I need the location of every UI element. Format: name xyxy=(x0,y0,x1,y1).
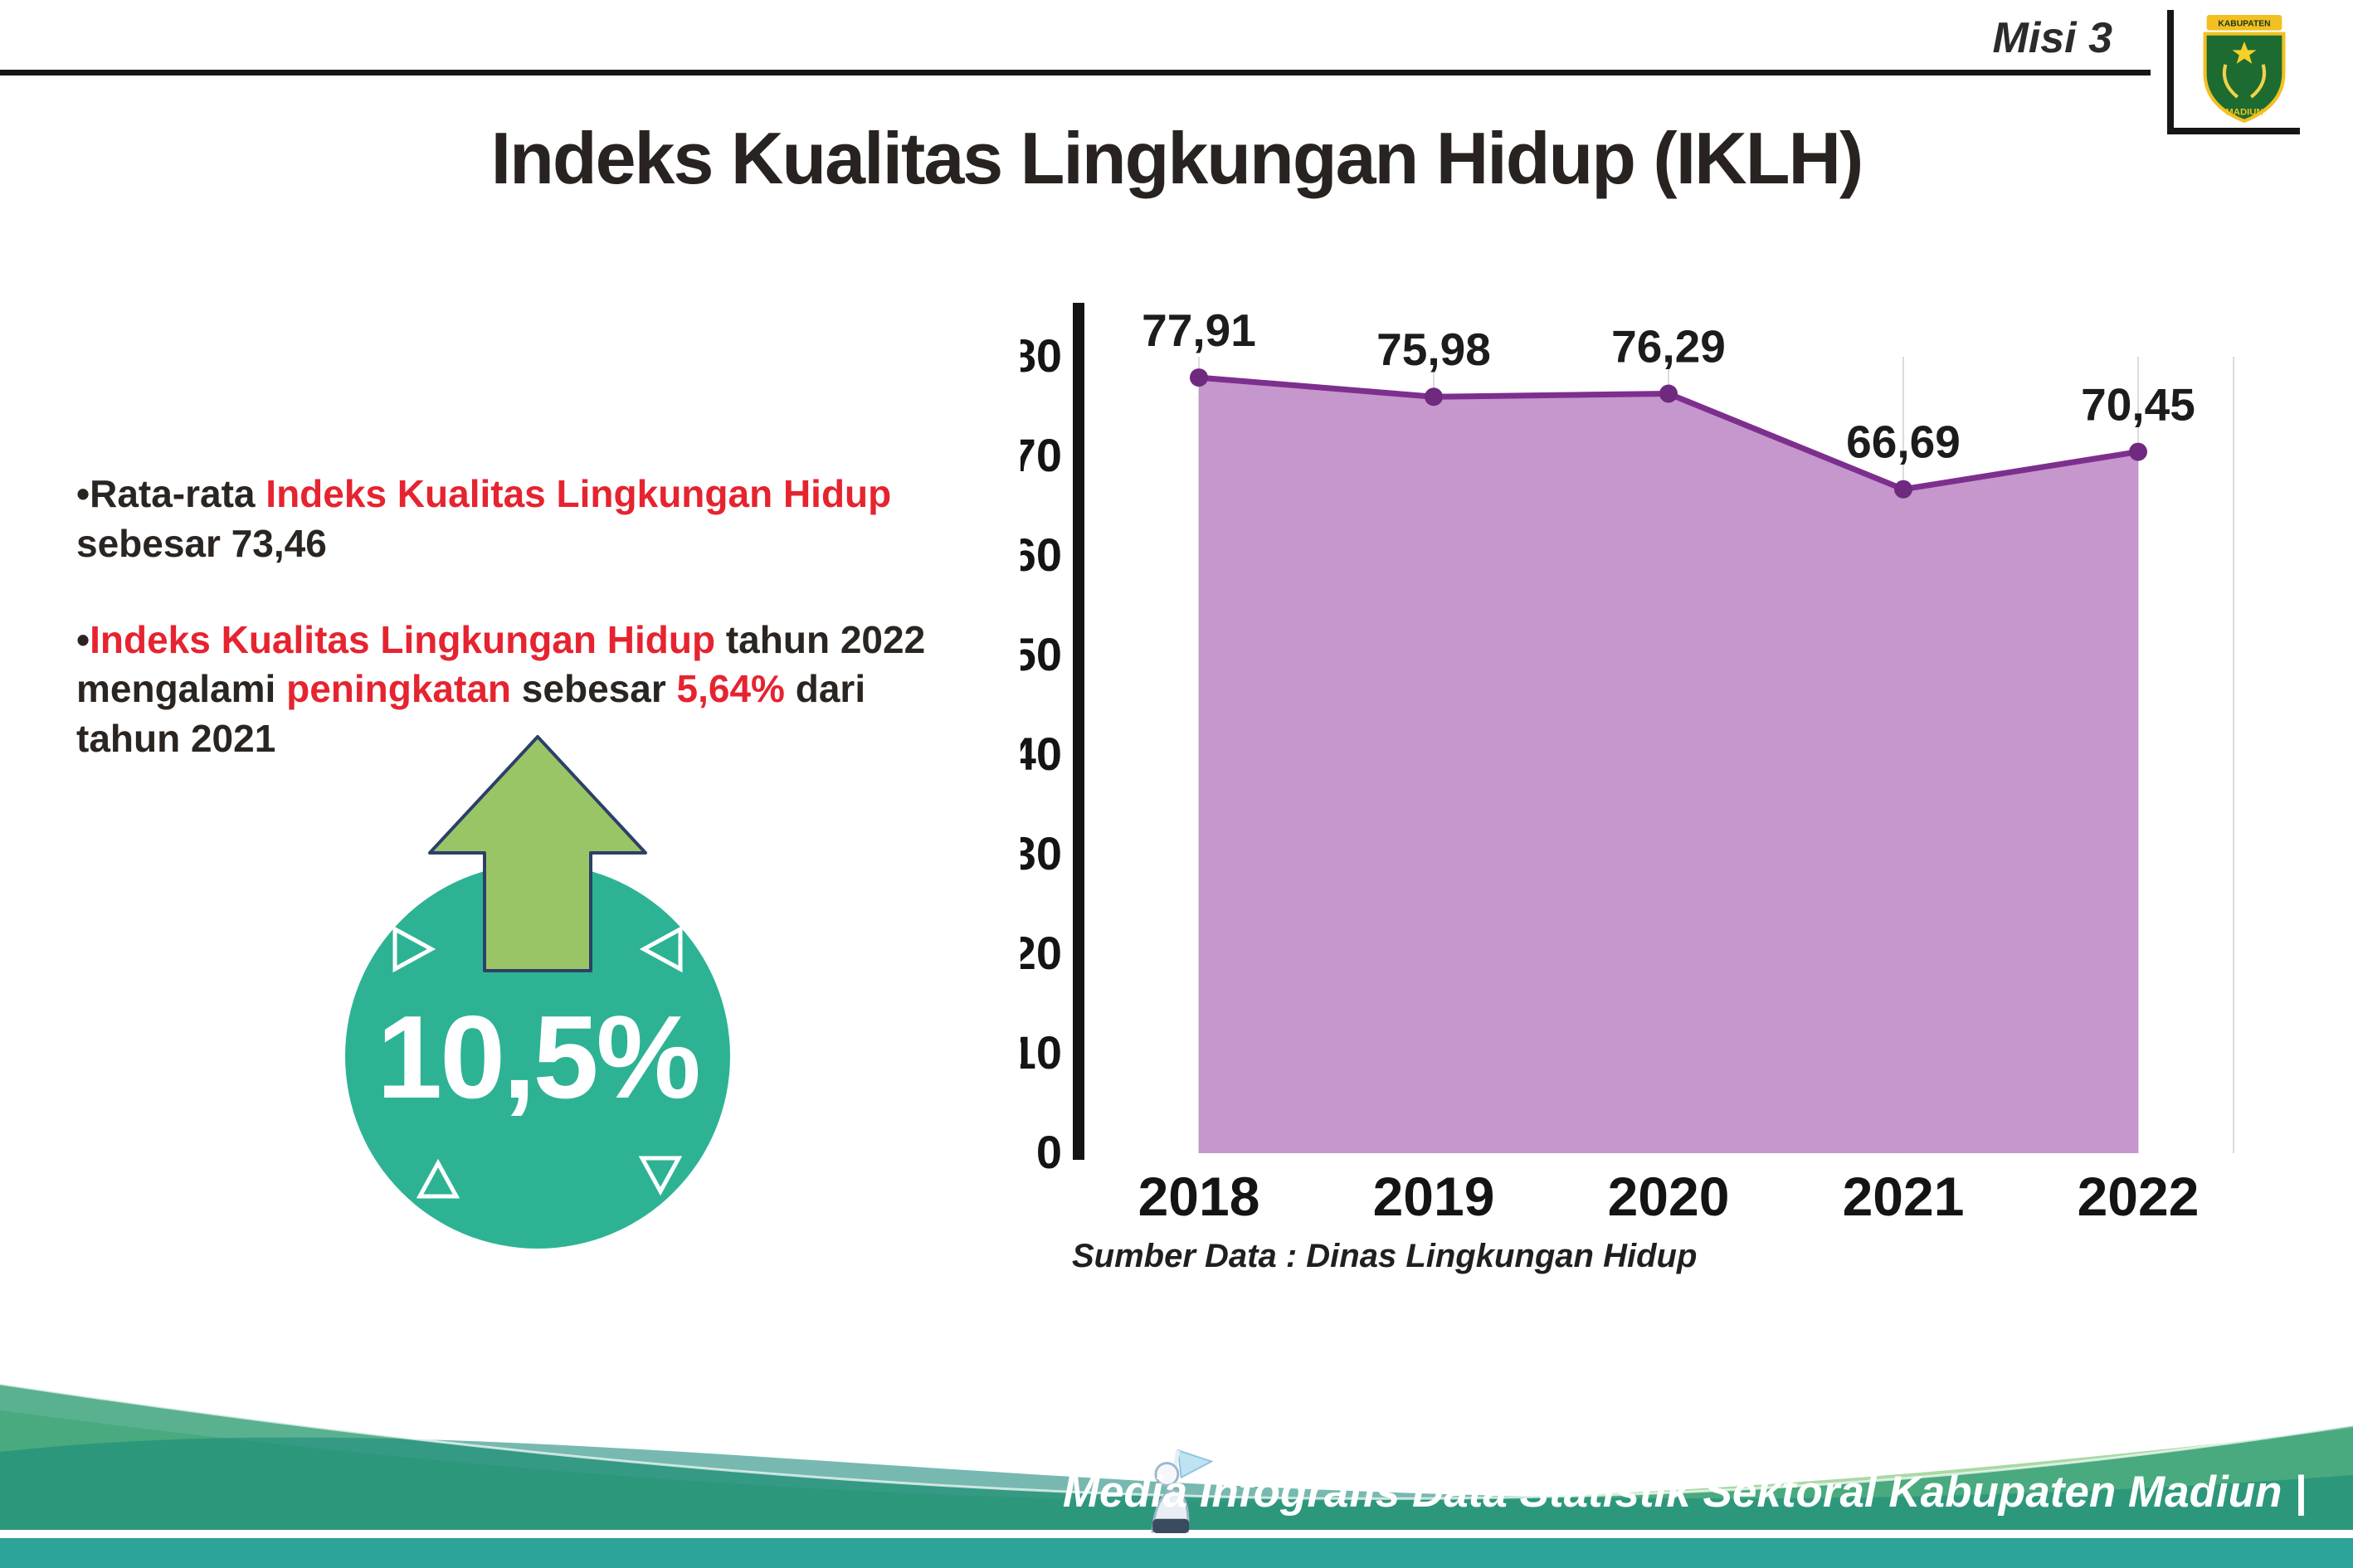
x-tick-label: 2019 xyxy=(1373,1166,1495,1227)
data-point xyxy=(1425,387,1443,407)
y-tick-label: 70 xyxy=(1021,429,1062,481)
x-tick-label: 2018 xyxy=(1138,1166,1260,1227)
value-label: 76,29 xyxy=(1611,321,1726,373)
mascot-flag xyxy=(1176,1449,1214,1479)
badge-tick-icon xyxy=(392,925,436,973)
mascot-base xyxy=(1152,1518,1190,1533)
value-label: 75,98 xyxy=(1376,324,1491,375)
crest-rice-right xyxy=(2249,64,2267,99)
wave-white-line xyxy=(0,1382,2353,1500)
footer-bottom-strip xyxy=(0,1538,2353,1568)
value-label: 70,45 xyxy=(2081,379,2195,431)
crest-rice-left xyxy=(2222,64,2239,99)
kabupaten-madiun-logo: KABUPATEN MADIUN xyxy=(2167,10,2300,134)
x-tick-label: 2022 xyxy=(2078,1166,2200,1227)
crest-top-text: KABUPATEN xyxy=(2218,19,2270,28)
page-title: Indeks Kualitas Lingkungan Hidup (IKLH) xyxy=(490,117,1864,199)
crest-shield xyxy=(2203,32,2286,124)
misi-label: Misi 3 xyxy=(1992,14,2113,62)
badge-tick-icon xyxy=(638,1156,683,1196)
value-label: 77,91 xyxy=(1142,304,1256,356)
badge-circle xyxy=(345,864,730,1249)
summary-bullets: •Rata-rata Indeks Kualitas Lingkungan Hi… xyxy=(76,470,931,811)
bullet-1-part: sebesar 73,46 xyxy=(76,521,327,565)
data-point xyxy=(1659,384,1678,403)
data-point xyxy=(2129,442,2147,461)
bullet-2-highlight: peningkatan xyxy=(286,667,512,711)
up-arrow-icon xyxy=(428,735,647,972)
bullet-2-part: dari tahun 2021 xyxy=(76,667,866,761)
x-tick-label: 2021 xyxy=(1843,1166,1965,1227)
footer-white-gap xyxy=(0,1530,2353,1538)
bullet-2-part: • xyxy=(76,617,90,661)
crest-icon: KABUPATEN MADIUN xyxy=(2203,15,2286,124)
data-point xyxy=(1190,368,1208,387)
statistics-mascot-icon xyxy=(1151,1449,1214,1533)
area-fill xyxy=(1199,377,2138,1153)
y-tick-label: 20 xyxy=(1021,927,1062,979)
iklh-area-chart: 77,91 2018 75,98 2019 76,29 2020 66,69 2021 70,4… xyxy=(1021,303,2234,1227)
bullet-2-part: sebesar xyxy=(511,667,677,711)
value-label: 66,69 xyxy=(1846,416,1961,468)
bullet-increase-2022: •Indeks Kualitas Lingkungan Hidup tahun … xyxy=(76,616,931,764)
increase-badge: 10,5% xyxy=(345,735,730,1249)
bullet-2-highlight: Indeks Kualitas Lingkungan Hidup xyxy=(90,617,716,661)
y-tick-label: 30 xyxy=(1021,827,1062,879)
y-axis xyxy=(1073,303,1084,1160)
data-point xyxy=(1894,480,1912,499)
bullet-2-highlight: 5,64% xyxy=(676,667,785,711)
header-rule xyxy=(0,70,2151,75)
badge-percentage: 10,5% xyxy=(377,991,699,1123)
bullet-2-part: tahun 2022 mengalami xyxy=(76,617,926,711)
y-tick-label: 80 xyxy=(1021,329,1062,382)
bullet-1-part: •Rata-rata xyxy=(76,472,266,515)
footer-caption: Media Infografis Data Statistik Sektoral… xyxy=(1062,1468,2307,1517)
y-tick-label: 60 xyxy=(1021,528,1062,581)
crest-star-icon xyxy=(2232,41,2257,64)
bullet-1-highlight: Indeks Kualitas Lingkungan Hidup xyxy=(266,472,892,515)
y-tick-label: 40 xyxy=(1021,728,1062,780)
y-tick-label: 50 xyxy=(1021,628,1062,680)
footer-wave-band xyxy=(0,1382,2353,1568)
chart-source-note: Sumber Data : Dinas Lingkungan Hidup xyxy=(1072,1238,1698,1274)
x-tick-label: 2020 xyxy=(1608,1166,1730,1227)
y-tick-label: 10 xyxy=(1021,1026,1062,1079)
badge-tick-icon xyxy=(416,1158,460,1199)
wave-teal-swoosh xyxy=(0,1437,2353,1530)
crest-banner xyxy=(2206,15,2282,31)
y-tick-label: 0 xyxy=(1036,1126,1062,1178)
crest-bottom-text: MADIUN xyxy=(2225,108,2263,118)
mascot-head xyxy=(1154,1462,1180,1487)
bullet-average-iklh: •Rata-rata Indeks Kualitas Lingkungan Hi… xyxy=(76,470,931,569)
badge-tick-icon xyxy=(639,925,683,973)
